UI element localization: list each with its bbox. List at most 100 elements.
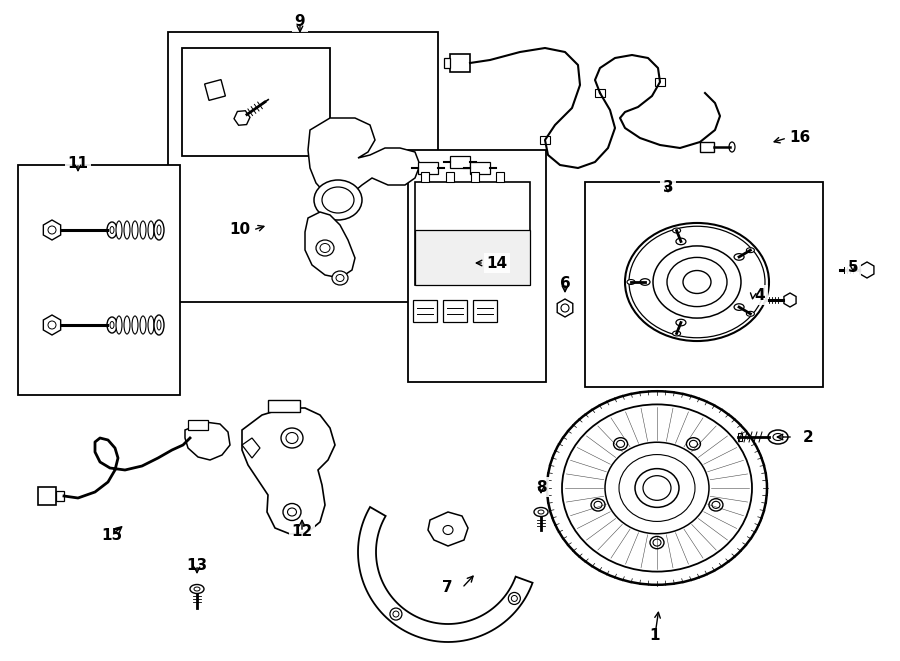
Bar [450, 54, 470, 72]
Bar [56, 491, 64, 501]
Bar [540, 136, 550, 144]
Text: 6: 6 [560, 276, 571, 290]
Polygon shape [450, 156, 470, 168]
Bar [738, 433, 742, 441]
Polygon shape [443, 300, 467, 322]
Ellipse shape [124, 221, 130, 239]
Ellipse shape [591, 498, 605, 511]
Polygon shape [860, 262, 874, 278]
Ellipse shape [746, 248, 754, 253]
Bar [268, 400, 300, 412]
Ellipse shape [676, 319, 686, 326]
Bar [496, 172, 504, 182]
Polygon shape [784, 293, 796, 307]
Polygon shape [308, 118, 420, 198]
Ellipse shape [390, 608, 402, 620]
Polygon shape [473, 300, 497, 322]
Text: 16: 16 [789, 130, 811, 145]
Ellipse shape [627, 280, 635, 284]
Polygon shape [43, 220, 60, 240]
Bar [421, 172, 429, 182]
Ellipse shape [734, 304, 744, 311]
Ellipse shape [132, 221, 138, 239]
Bar [408, 150, 546, 382]
Text: 13: 13 [186, 557, 208, 572]
Bar [595, 89, 605, 97]
Ellipse shape [508, 592, 520, 604]
Ellipse shape [190, 584, 204, 594]
Bar [182, 48, 330, 156]
Ellipse shape [534, 508, 548, 516]
Polygon shape [305, 212, 355, 278]
Text: 1: 1 [650, 627, 661, 642]
Text: 4: 4 [755, 288, 765, 303]
Ellipse shape [124, 316, 130, 334]
Bar [18, 165, 180, 395]
Text: 8: 8 [536, 479, 546, 494]
Ellipse shape [676, 238, 686, 245]
Ellipse shape [148, 221, 154, 239]
Polygon shape [557, 299, 572, 317]
Bar [585, 182, 823, 387]
Polygon shape [418, 162, 438, 174]
Bar [655, 78, 665, 86]
Ellipse shape [614, 438, 627, 450]
Ellipse shape [683, 270, 711, 293]
Bar [38, 487, 56, 505]
Text: 7: 7 [442, 580, 453, 596]
Bar [700, 142, 714, 152]
Polygon shape [43, 315, 60, 335]
Ellipse shape [116, 221, 122, 239]
Polygon shape [470, 162, 490, 174]
Text: 9: 9 [294, 15, 305, 30]
Text: 10: 10 [230, 223, 250, 237]
Polygon shape [234, 111, 250, 125]
Polygon shape [185, 422, 230, 460]
Polygon shape [242, 408, 335, 534]
Text: 11: 11 [68, 155, 88, 171]
Bar [444, 58, 450, 68]
Bar [471, 172, 479, 182]
Text: 14: 14 [486, 256, 508, 270]
Ellipse shape [154, 315, 164, 335]
Ellipse shape [768, 430, 788, 444]
Ellipse shape [140, 316, 146, 334]
Text: 5: 5 [848, 260, 859, 274]
Ellipse shape [687, 438, 700, 450]
Ellipse shape [672, 331, 680, 336]
Polygon shape [413, 300, 437, 322]
Ellipse shape [746, 311, 754, 316]
Ellipse shape [154, 220, 164, 240]
Ellipse shape [140, 221, 146, 239]
Polygon shape [415, 182, 530, 285]
Polygon shape [415, 230, 530, 285]
Polygon shape [428, 512, 468, 546]
Ellipse shape [650, 536, 664, 549]
Polygon shape [242, 438, 260, 458]
Bar [188, 420, 208, 430]
Ellipse shape [734, 254, 744, 260]
Ellipse shape [148, 316, 154, 334]
Ellipse shape [107, 317, 117, 333]
Bar [446, 172, 454, 182]
Bar [168, 32, 438, 302]
Ellipse shape [709, 498, 723, 511]
Ellipse shape [316, 240, 334, 256]
Ellipse shape [107, 222, 117, 238]
Ellipse shape [116, 316, 122, 334]
Ellipse shape [672, 228, 680, 233]
Text: 3: 3 [662, 180, 673, 194]
Ellipse shape [283, 504, 301, 520]
Ellipse shape [314, 180, 362, 220]
Text: 2: 2 [803, 430, 814, 444]
Ellipse shape [625, 223, 769, 341]
Ellipse shape [640, 279, 650, 286]
Text: 12: 12 [292, 524, 312, 539]
Polygon shape [204, 79, 225, 100]
Text: 15: 15 [102, 527, 122, 543]
Ellipse shape [281, 428, 303, 448]
Polygon shape [358, 507, 533, 642]
Ellipse shape [132, 316, 138, 334]
Ellipse shape [729, 142, 735, 152]
Ellipse shape [332, 271, 348, 285]
